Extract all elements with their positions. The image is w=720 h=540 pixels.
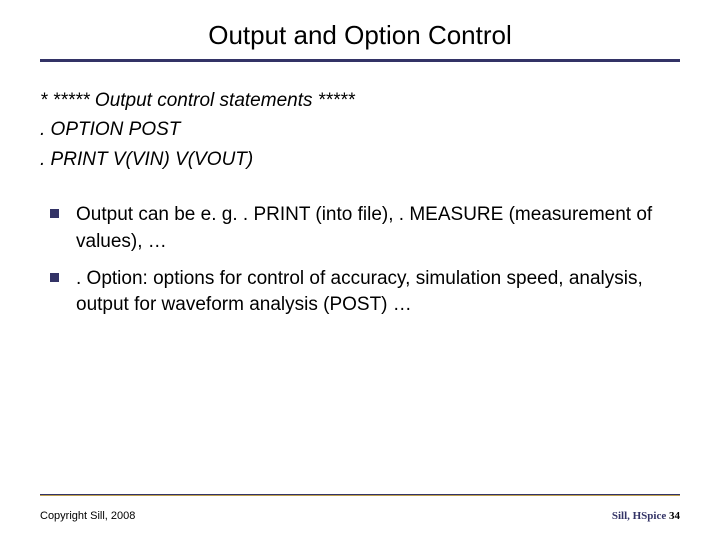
copyright-text: Copyright Sill, 2008 bbox=[40, 510, 135, 522]
footer-divider bbox=[40, 494, 680, 496]
bullet-text: Output can be e. g. . PRINT (into file),… bbox=[76, 204, 652, 252]
square-bullet-icon bbox=[50, 273, 59, 282]
page-number: 34 bbox=[669, 510, 680, 522]
code-line-3: . PRINT V(VIN) V(VOUT) bbox=[40, 145, 680, 174]
slide-title: Output and Option Control bbox=[40, 20, 680, 51]
bullet-list: Output can be e. g. . PRINT (into file),… bbox=[40, 202, 680, 318]
square-bullet-icon bbox=[50, 209, 59, 218]
slide-container: Output and Option Control * ***** Output… bbox=[0, 0, 720, 540]
page-label: Sill, HSpice bbox=[612, 510, 666, 522]
code-line-2: . OPTION POST bbox=[40, 115, 680, 144]
list-item: . Option: options for control of accurac… bbox=[48, 266, 680, 319]
bullet-text: . Option: options for control of accurac… bbox=[76, 268, 643, 316]
page-indicator: Sill, HSpice 34 bbox=[612, 510, 680, 522]
code-block: * ***** Output control statements ***** … bbox=[40, 86, 680, 174]
code-line-1: * ***** Output control statements ***** bbox=[40, 86, 680, 115]
list-item: Output can be e. g. . PRINT (into file),… bbox=[48, 202, 680, 255]
footer: Copyright Sill, 2008 Sill, HSpice 34 bbox=[40, 510, 680, 522]
title-underline bbox=[40, 59, 680, 62]
